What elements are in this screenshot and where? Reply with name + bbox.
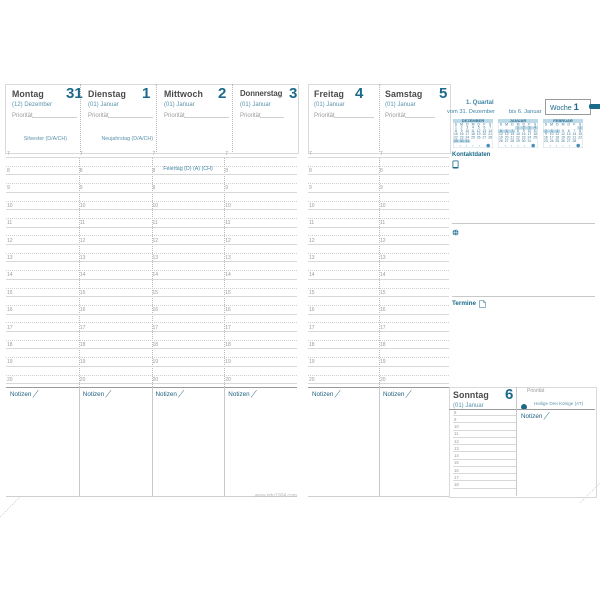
svg-text:28: 28	[510, 139, 514, 143]
svg-text:30: 30	[460, 139, 464, 143]
svg-text:M: M	[562, 122, 565, 126]
svg-text:29: 29	[516, 139, 520, 143]
svg-text:26: 26	[477, 136, 481, 140]
svg-text:28: 28	[573, 139, 577, 143]
svg-text:23: 23	[544, 139, 548, 143]
svg-text:30: 30	[522, 139, 526, 143]
svg-text:31: 31	[465, 139, 469, 143]
svg-text:25: 25	[471, 136, 475, 140]
svg-text:28: 28	[488, 136, 492, 140]
svg-text:25: 25	[533, 136, 537, 140]
svg-text:F: F	[573, 122, 575, 126]
svg-text:24: 24	[550, 139, 554, 143]
svg-text:31: 31	[528, 139, 532, 143]
svg-text:29: 29	[454, 139, 458, 143]
svg-text:22: 22	[578, 136, 582, 140]
svg-text:25: 25	[555, 139, 559, 143]
svg-text:26: 26	[499, 139, 503, 143]
svg-text:27: 27	[483, 136, 487, 140]
svg-text:M: M	[550, 122, 553, 126]
svg-text:27: 27	[567, 139, 571, 143]
svg-text:27: 27	[505, 139, 509, 143]
svg-text:M: M	[505, 122, 508, 126]
svg-text:26: 26	[561, 139, 565, 143]
